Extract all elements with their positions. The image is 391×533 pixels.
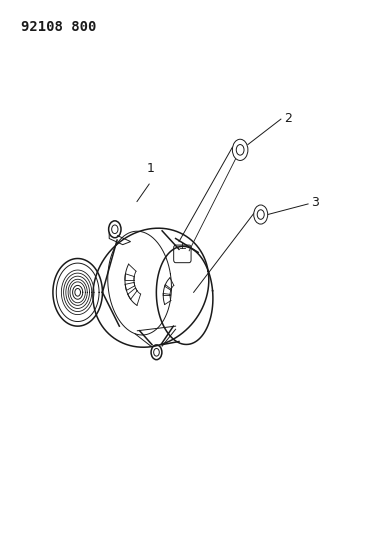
Circle shape — [232, 139, 248, 160]
Text: 2: 2 — [284, 111, 292, 125]
Text: 3: 3 — [311, 196, 319, 209]
Text: 1: 1 — [147, 163, 155, 175]
Circle shape — [254, 205, 268, 224]
Text: 92108 800: 92108 800 — [21, 20, 96, 34]
